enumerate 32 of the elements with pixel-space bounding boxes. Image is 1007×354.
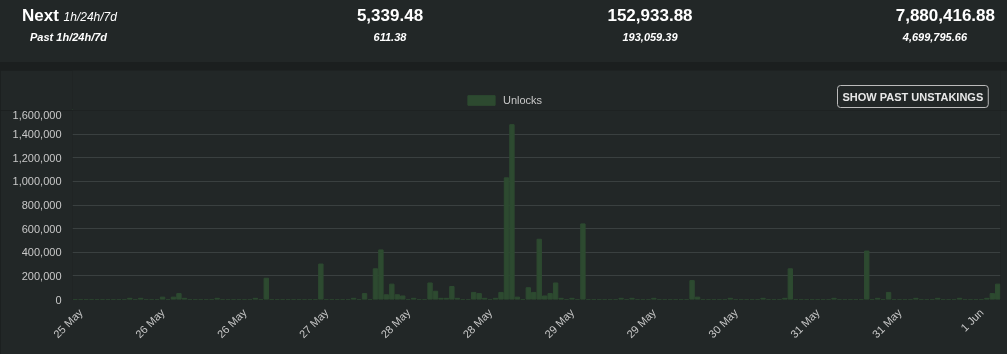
x-tick-label: 31 May <box>787 305 823 341</box>
text: 4,699,795.66 <box>902 30 967 45</box>
x-tick-label: 29 May <box>542 305 577 341</box>
x-tick-label: 28 May <box>460 305 495 341</box>
x-tick-label: 26 May <box>214 305 250 341</box>
y-tick-label: 600,000 <box>21 222 62 235</box>
text: 7,880,416.88 <box>895 5 995 27</box>
y-tick-label: 400,000 <box>21 246 62 259</box>
x-tick-label: 31 May <box>869 305 905 341</box>
text: 1h/24h/7d <box>63 10 117 24</box>
x-tick-label: 28 May <box>378 305 413 341</box>
x-tick-label: 1 Jun <box>958 306 986 334</box>
text: 5,339.48 <box>355 5 425 27</box>
x-tick-label: 29 May <box>624 305 659 341</box>
text: 611.38 <box>372 30 408 45</box>
y-tick-label: 800,000 <box>21 199 62 211</box>
y-tick-label: 200,000 <box>21 269 62 282</box>
text: 152,933.88 <box>606 5 694 27</box>
text: Next <box>22 6 59 25</box>
text: SHOW PAST UNSTAKINGS <box>842 90 984 103</box>
legend-label: Unlocks <box>503 94 543 106</box>
x-tick-label: 30 May <box>706 305 741 341</box>
x-tick-label: 25 May <box>50 305 86 341</box>
x-tick-label: 27 May <box>296 305 331 341</box>
y-tick-label: 1,400,000 <box>12 128 62 141</box>
y-tick-label: 1,200,000 <box>12 151 62 164</box>
y-tick-label: 1,600,000 <box>12 108 62 121</box>
y-tick-label: 1,000,000 <box>12 175 62 188</box>
y-tick-label: 0 <box>55 293 62 306</box>
text: 193,059.39 <box>621 30 679 45</box>
text: Past 1h/24h/7d <box>30 30 108 45</box>
x-tick-label: 26 May <box>132 305 168 341</box>
